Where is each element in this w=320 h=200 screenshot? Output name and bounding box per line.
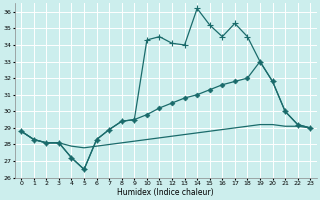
X-axis label: Humidex (Indice chaleur): Humidex (Indice chaleur) — [117, 188, 214, 197]
